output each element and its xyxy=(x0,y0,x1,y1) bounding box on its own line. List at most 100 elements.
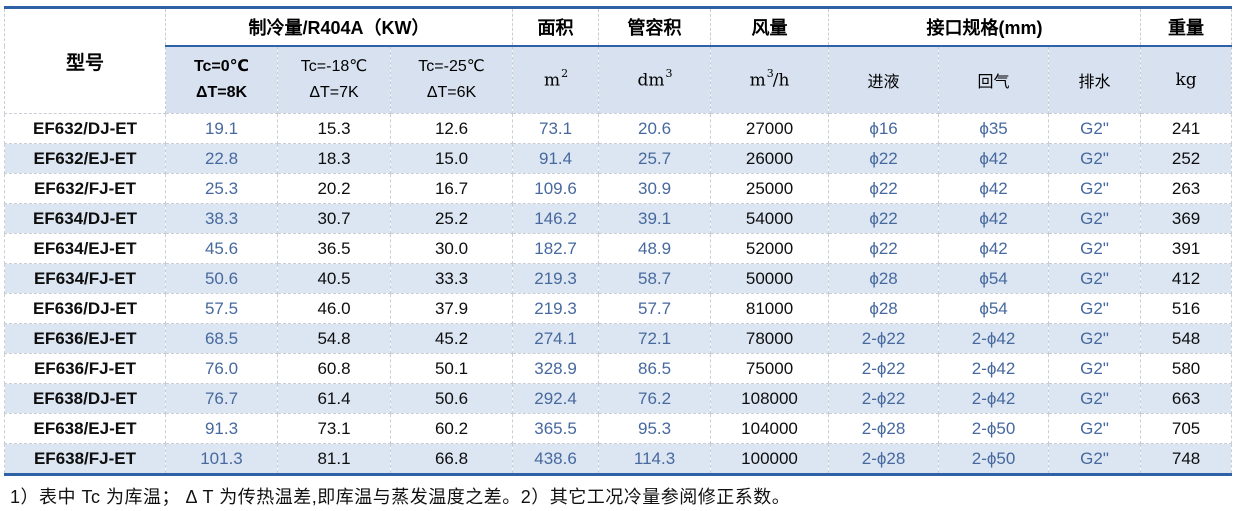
cell-tube-volume: 57.7 xyxy=(598,293,712,324)
subheader-tc25-dt: ΔT=6K xyxy=(426,84,477,101)
cell-drain: G2" xyxy=(1048,203,1142,234)
cell-model: EF632/FJ-ET xyxy=(4,173,166,204)
cell-capacity-tc18: 18.3 xyxy=(277,143,391,174)
cell-drain: G2" xyxy=(1048,113,1142,144)
cell-air-flow: 100000 xyxy=(710,443,830,475)
cell-liquid-inlet: 2-ϕ28 xyxy=(828,443,940,475)
airflow-unit-suffix: /h xyxy=(772,70,790,91)
table-row: EF634/EJ-ET 45.6 36.5 30.0 182.7 48.9 52… xyxy=(4,233,1233,264)
cell-capacity-tc18: 36.5 xyxy=(277,233,391,264)
cell-capacity-tc25: 50.6 xyxy=(389,383,514,414)
header-row-subs: Tc=0℃ ΔT=8K Tc=-18℃ ΔT=7K Tc=-25℃ ΔT=6K … xyxy=(5,45,1233,114)
col-header-connection-group: 接口规格(mm) xyxy=(828,7,1142,47)
cell-tube-volume: 20.6 xyxy=(598,113,712,144)
cell-area: 274.1 xyxy=(512,323,600,354)
col-header-air-flow: 风量 xyxy=(710,7,830,47)
cell-gas-return: ϕ35 xyxy=(938,113,1050,144)
subheader-tc18: Tc=-18℃ ΔT=7K xyxy=(277,45,391,114)
subheader-tc0-dt: ΔT=8K xyxy=(195,84,248,101)
cell-drain: G2" xyxy=(1048,353,1142,384)
cell-tube-volume: 25.7 xyxy=(598,143,712,174)
cell-capacity-tc0: 101.3 xyxy=(165,443,278,475)
cell-area: 292.4 xyxy=(512,383,600,414)
subheader-area-unit: m2 xyxy=(512,45,600,114)
cell-capacity-tc0: 25.3 xyxy=(165,173,278,204)
col-header-area: 面积 xyxy=(512,7,600,47)
volume-unit-sup: 3 xyxy=(665,67,673,81)
cell-model: EF634/FJ-ET xyxy=(4,263,166,294)
cell-air-flow: 78000 xyxy=(710,323,830,354)
cell-capacity-tc25: 30.0 xyxy=(389,233,514,264)
cell-drain: G2" xyxy=(1048,263,1142,294)
cell-area: 91.4 xyxy=(512,143,600,174)
cell-capacity-tc25: 25.2 xyxy=(389,203,514,234)
cell-capacity-tc0: 19.1 xyxy=(165,113,278,144)
col-header-weight: 重量 xyxy=(1140,7,1233,47)
cell-capacity-tc0: 76.7 xyxy=(165,383,278,414)
col-header-model: 型号 xyxy=(4,7,166,114)
cell-capacity-tc18: 60.8 xyxy=(277,353,391,384)
cell-area: 109.6 xyxy=(512,173,600,204)
cell-weight: 516 xyxy=(1140,293,1233,324)
cell-model: EF636/EJ-ET xyxy=(4,323,166,354)
cell-liquid-inlet: ϕ22 xyxy=(828,143,940,174)
cell-tube-volume: 86.5 xyxy=(598,353,712,384)
cell-air-flow: 52000 xyxy=(710,233,830,264)
cell-weight: 263 xyxy=(1140,173,1233,204)
cell-weight: 548 xyxy=(1140,323,1233,354)
cell-gas-return: ϕ54 xyxy=(938,293,1050,324)
cell-capacity-tc0: 22.8 xyxy=(165,143,278,174)
cell-tube-volume: 30.9 xyxy=(598,173,712,204)
table-row: EF638/DJ-ET 76.7 61.4 50.6 292.4 76.2 10… xyxy=(4,383,1233,414)
cell-liquid-inlet: ϕ16 xyxy=(828,113,940,144)
cell-capacity-tc18: 30.7 xyxy=(277,203,391,234)
cell-capacity-tc18: 61.4 xyxy=(277,383,391,414)
cell-capacity-tc0: 50.6 xyxy=(165,263,278,294)
cell-weight: 412 xyxy=(1140,263,1233,294)
table-header: 型号 制冷量/R404A（KW） 面积 管容积 风量 接口规格(mm) 重量 T… xyxy=(4,7,1233,114)
cell-tube-volume: 72.1 xyxy=(598,323,712,354)
cell-tube-volume: 39.1 xyxy=(598,203,712,234)
cell-capacity-tc25: 12.6 xyxy=(389,113,514,144)
table-row: EF636/EJ-ET 68.5 54.8 45.2 274.1 72.1 78… xyxy=(4,323,1233,354)
cell-air-flow: 27000 xyxy=(710,113,830,144)
cell-gas-return: 2-ϕ50 xyxy=(938,413,1050,444)
cell-drain: G2" xyxy=(1048,413,1142,444)
subheader-tc0-temp: Tc=0℃ xyxy=(193,57,250,75)
cell-drain: G2" xyxy=(1048,173,1142,204)
cell-capacity-tc25: 33.3 xyxy=(389,263,514,294)
cell-liquid-inlet: ϕ22 xyxy=(828,173,940,204)
cell-capacity-tc18: 15.3 xyxy=(277,113,391,144)
header-row-groups: 型号 制冷量/R404A（KW） 面积 管容积 风量 接口规格(mm) 重量 xyxy=(4,7,1233,114)
cell-weight: 252 xyxy=(1140,143,1233,174)
cell-gas-return: ϕ42 xyxy=(938,233,1050,264)
cell-capacity-tc0: 76.0 xyxy=(165,353,278,384)
subheader-weight-unit: kg xyxy=(1140,45,1233,114)
cell-capacity-tc25: 45.2 xyxy=(389,323,514,354)
cell-weight: 663 xyxy=(1140,383,1233,414)
cell-tube-volume: 95.3 xyxy=(598,413,712,444)
cell-capacity-tc25: 60.2 xyxy=(389,413,514,444)
cell-area: 365.5 xyxy=(512,413,600,444)
table-row: EF638/FJ-ET 101.3 81.1 66.8 438.6 114.3 … xyxy=(4,443,1233,475)
cell-air-flow: 104000 xyxy=(710,413,830,444)
cell-model: EF636/DJ-ET xyxy=(4,293,166,324)
cell-liquid-inlet: 2-ϕ22 xyxy=(828,323,940,354)
volume-unit-base: dm xyxy=(637,70,665,91)
cell-model: EF632/DJ-ET xyxy=(4,113,166,144)
cell-liquid-inlet: ϕ22 xyxy=(828,233,940,264)
cell-air-flow: 81000 xyxy=(710,293,830,324)
area-unit-base: m xyxy=(543,70,561,91)
airflow-unit-sup: 3 xyxy=(766,67,774,81)
evaporator-spec-table: 型号 制冷量/R404A（KW） 面积 管容积 风量 接口规格(mm) 重量 T… xyxy=(4,6,1233,476)
cell-weight: 391 xyxy=(1140,233,1233,264)
cell-gas-return: ϕ54 xyxy=(938,263,1050,294)
cell-capacity-tc25: 50.1 xyxy=(389,353,514,384)
cell-weight: 369 xyxy=(1140,203,1233,234)
cell-capacity-tc18: 40.5 xyxy=(277,263,391,294)
cell-weight: 705 xyxy=(1140,413,1233,444)
cell-tube-volume: 48.9 xyxy=(598,233,712,264)
subheader-volume-unit: dm3 xyxy=(598,45,712,114)
subheader-airflow-unit: m3/h xyxy=(710,45,830,114)
col-header-tube-volume: 管容积 xyxy=(598,7,712,47)
